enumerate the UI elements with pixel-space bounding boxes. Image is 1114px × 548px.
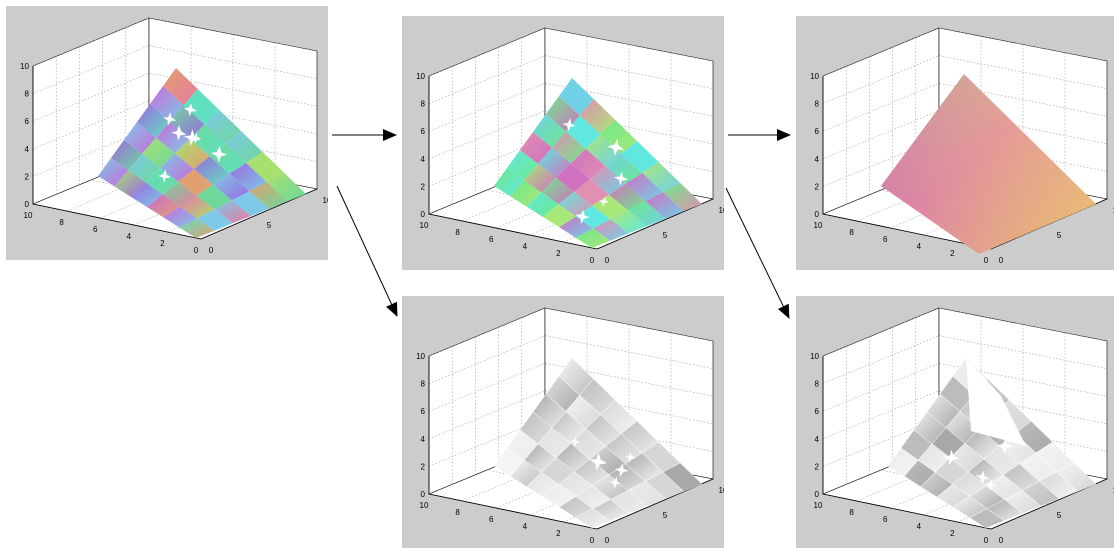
x-tick-label: 5	[663, 511, 668, 520]
y-tick-label: 8	[59, 218, 64, 227]
x-tick-label: 5	[1057, 231, 1062, 240]
y-tick-label: 6	[883, 515, 888, 524]
x-tick-label: 0	[209, 246, 214, 255]
y-tick-label: 4	[523, 522, 528, 531]
surface-plot-original: 0 2 4 6 8 10 10 8 6 4 2 0 0 5 10	[20, 17, 328, 255]
y-tick-label: 2	[950, 249, 955, 258]
z-tick-label: 2	[815, 462, 820, 471]
y-tick-label: 0	[984, 256, 989, 265]
plot-panel-step1-gray: 0 2 4 6 8 10 10 8 6 4 2 0 0 5 10	[402, 296, 724, 548]
plot-panel-original: 0 2 4 6 8 10 10 8 6 4 2 0 0 5 10	[6, 6, 328, 260]
z-tick-label: 4	[815, 435, 820, 444]
y-tick-label: 8	[849, 508, 854, 517]
y-tick-label: 10	[24, 211, 33, 220]
z-tick-label: 10	[810, 72, 819, 81]
y-tick-label: 8	[849, 228, 854, 237]
y-tick-label: 10	[420, 221, 429, 230]
x-tick-label: 10	[323, 196, 328, 205]
surface-plot-step1-gray: 0 2 4 6 8 10 10 8 6 4 2 0 0 5 10	[416, 307, 724, 545]
z-tick-label: 0	[815, 490, 820, 499]
surface-plot-step2-color: 0 2 4 6 8 10 10 8 6 4 2 0 0 5 10	[810, 27, 1114, 265]
x-tick-label: 0	[999, 256, 1004, 265]
z-tick-label: 10	[416, 72, 425, 81]
y-tick-label: 10	[420, 501, 429, 510]
z-tick-label: 4	[421, 155, 426, 164]
z-tick-label: 2	[815, 182, 820, 191]
y-tick-label: 2	[556, 249, 561, 258]
plot-panel-step2-gray: 0 2 4 6 8 10 10 8 6 4 2 0 0 5 10	[796, 296, 1114, 548]
surface	[98, 68, 306, 238]
z-tick-label: 6	[815, 407, 820, 416]
y-tick-label: 8	[455, 228, 460, 237]
z-tick-label: 0	[421, 490, 426, 499]
z-tick-label: 0	[815, 210, 820, 219]
surface-plot-step1-color: 0 2 4 6 8 10 10 8 6 4 2 0 0 5 10	[416, 27, 724, 265]
y-tick-label: 6	[489, 235, 494, 244]
plot-panel-step1-color: 0 2 4 6 8 10 10 8 6 4 2 0 0 5 10	[402, 16, 724, 270]
x-tick-label: 10	[1113, 206, 1114, 215]
z-tick-label: 6	[421, 127, 426, 136]
y-tick-label: 10	[814, 501, 823, 510]
arrow-p2-to-p5	[725, 187, 790, 319]
z-tick-label: 10	[416, 352, 425, 361]
x-tick-label: 0	[999, 536, 1004, 545]
y-tick-label: 2	[160, 239, 165, 248]
y-tick-label: 8	[455, 508, 460, 517]
y-tick-label: 0	[984, 536, 989, 545]
z-tick-label: 8	[25, 90, 30, 99]
y-tick-label: 6	[883, 235, 888, 244]
surface	[881, 74, 1096, 254]
z-tick-label: 4	[421, 435, 426, 444]
z-tick-label: 0	[25, 200, 30, 209]
y-tick-label: 4	[917, 242, 922, 251]
z-tick-label: 6	[815, 127, 820, 136]
x-tick-label: 0	[605, 256, 610, 265]
arrow-p1-to-p4	[336, 185, 398, 317]
x-tick-label: 5	[1057, 511, 1062, 520]
x-tick-label: 0	[605, 536, 610, 545]
x-tick-label: 10	[719, 206, 724, 215]
z-tick-label: 10	[810, 352, 819, 361]
y-tick-label: 4	[917, 522, 922, 531]
y-tick-label: 2	[950, 529, 955, 538]
z-tick-label: 2	[25, 172, 30, 181]
x-tick-label: 5	[267, 221, 272, 230]
z-tick-label: 6	[25, 117, 30, 126]
x-tick-label: 5	[663, 231, 668, 240]
y-tick-label: 6	[489, 515, 494, 524]
y-tick-label: 6	[93, 225, 98, 234]
y-tick-label: 2	[556, 529, 561, 538]
z-tick-label: 8	[815, 380, 820, 389]
x-tick-label: 10	[1113, 486, 1114, 495]
z-tick-label: 4	[25, 145, 30, 154]
z-tick-label: 4	[815, 155, 820, 164]
y-tick-label: 4	[127, 232, 132, 241]
y-tick-label: 10	[814, 221, 823, 230]
z-tick-label: 8	[815, 100, 820, 109]
z-tick-label: 2	[421, 182, 426, 191]
surface	[887, 357, 1097, 529]
surface	[493, 357, 703, 529]
surface-plot-step2-gray: 0 2 4 6 8 10 10 8 6 4 2 0 0 5 10	[810, 307, 1114, 545]
y-tick-label: 0	[194, 246, 199, 255]
z-tick-label: 0	[421, 210, 426, 219]
y-tick-label: 0	[590, 536, 595, 545]
z-tick-label: 8	[421, 100, 426, 109]
y-tick-label: 4	[523, 242, 528, 251]
y-tick-label: 0	[590, 256, 595, 265]
plot-panel-step2-color: 0 2 4 6 8 10 10 8 6 4 2 0 0 5 10	[796, 16, 1114, 270]
z-tick-label: 6	[421, 407, 426, 416]
z-tick-label: 8	[421, 380, 426, 389]
x-tick-label: 10	[719, 486, 724, 495]
surface	[494, 78, 702, 248]
z-tick-label: 10	[20, 62, 29, 71]
z-tick-label: 2	[421, 462, 426, 471]
